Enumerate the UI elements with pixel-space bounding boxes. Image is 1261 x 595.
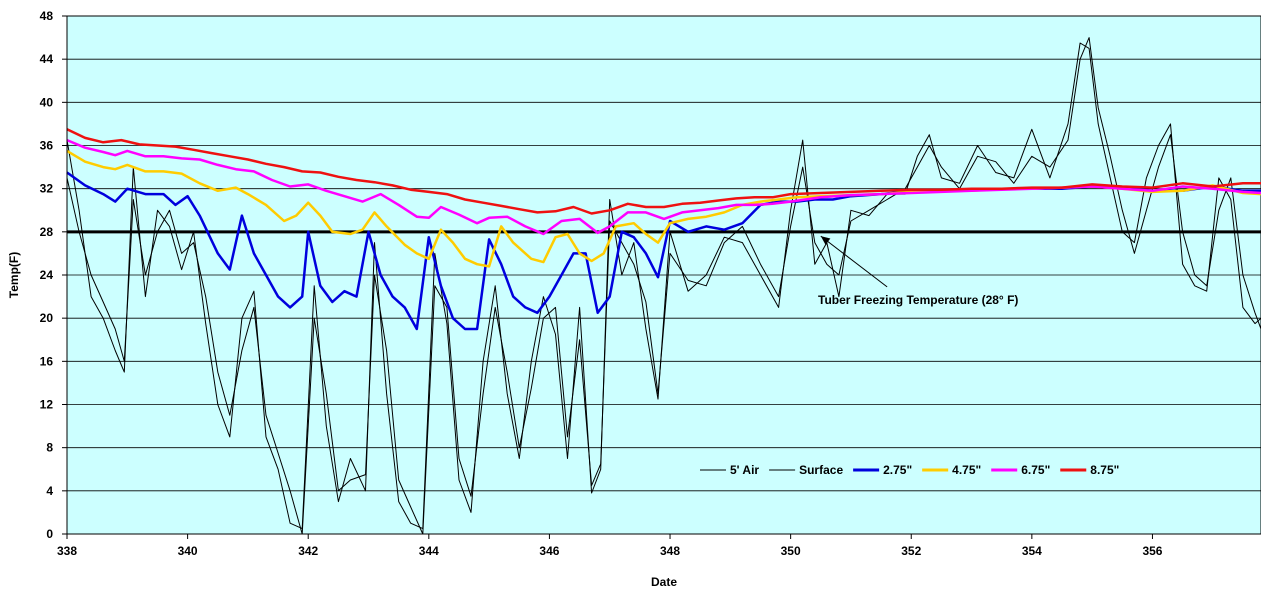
freezing-temperature-annotation: Tuber Freezing Temperature (28° F) — [818, 293, 1018, 307]
x-tick-label-354: 354 — [1022, 544, 1042, 558]
series-line-8-75in — [66, 128, 1261, 215]
series-line-6-75in — [66, 138, 1261, 236]
y-tick-label-20: 20 — [40, 311, 54, 325]
x-axis-title: Date — [651, 575, 677, 589]
y-axis-title: Temp(F) — [7, 252, 21, 298]
legend-label-6-75in: 6.75" — [1021, 463, 1050, 477]
series-line-surface — [66, 37, 1261, 535]
annotation-arrow-line — [820, 235, 888, 288]
y-tick-label-32: 32 — [40, 182, 54, 196]
x-tick-label-348: 348 — [660, 544, 680, 558]
legend-label-2-75in: 2.75" — [883, 463, 912, 477]
series-line-5ft-air — [66, 42, 1261, 530]
x-tick-label-356: 356 — [1142, 544, 1162, 558]
x-tick-label-342: 342 — [298, 544, 318, 558]
x-tick-label-340: 340 — [178, 544, 198, 558]
y-tick-label-16: 16 — [40, 354, 54, 368]
x-tick-label-352: 352 — [901, 544, 921, 558]
y-tick-label-40: 40 — [40, 95, 54, 109]
x-tick-label-344: 344 — [419, 544, 439, 558]
y-tick-label-12: 12 — [40, 398, 54, 412]
legend-label-8-75in: 8.75" — [1090, 463, 1119, 477]
y-tick-label-48: 48 — [40, 9, 54, 23]
y-tick-label-28: 28 — [40, 225, 54, 239]
x-tick-label-346: 346 — [539, 544, 559, 558]
y-tick-label-24: 24 — [40, 268, 54, 282]
y-tick-label-4: 4 — [46, 484, 53, 498]
annotation-arrow-head — [820, 236, 831, 245]
legend-label-4-75in: 4.75" — [952, 463, 981, 477]
legend: 5' Air Surface 2.75" 4.75" 6.75" 8.75" — [700, 463, 1119, 477]
annotation-layer: Tuber Freezing Temperature (28° F) — [818, 235, 1018, 307]
y-tick-label-0: 0 — [46, 527, 53, 541]
x-tick-label-338: 338 — [57, 544, 77, 558]
x-tick-label-350: 350 — [781, 544, 801, 558]
y-tick-label-36: 36 — [40, 139, 54, 153]
legend-label-surface: Surface — [799, 463, 843, 477]
y-tick-label-44: 44 — [40, 52, 54, 66]
y-tick-label-8: 8 — [46, 441, 53, 455]
legend-label-5ft-air: 5' Air — [730, 463, 759, 477]
series-lines-layer — [66, 37, 1261, 535]
